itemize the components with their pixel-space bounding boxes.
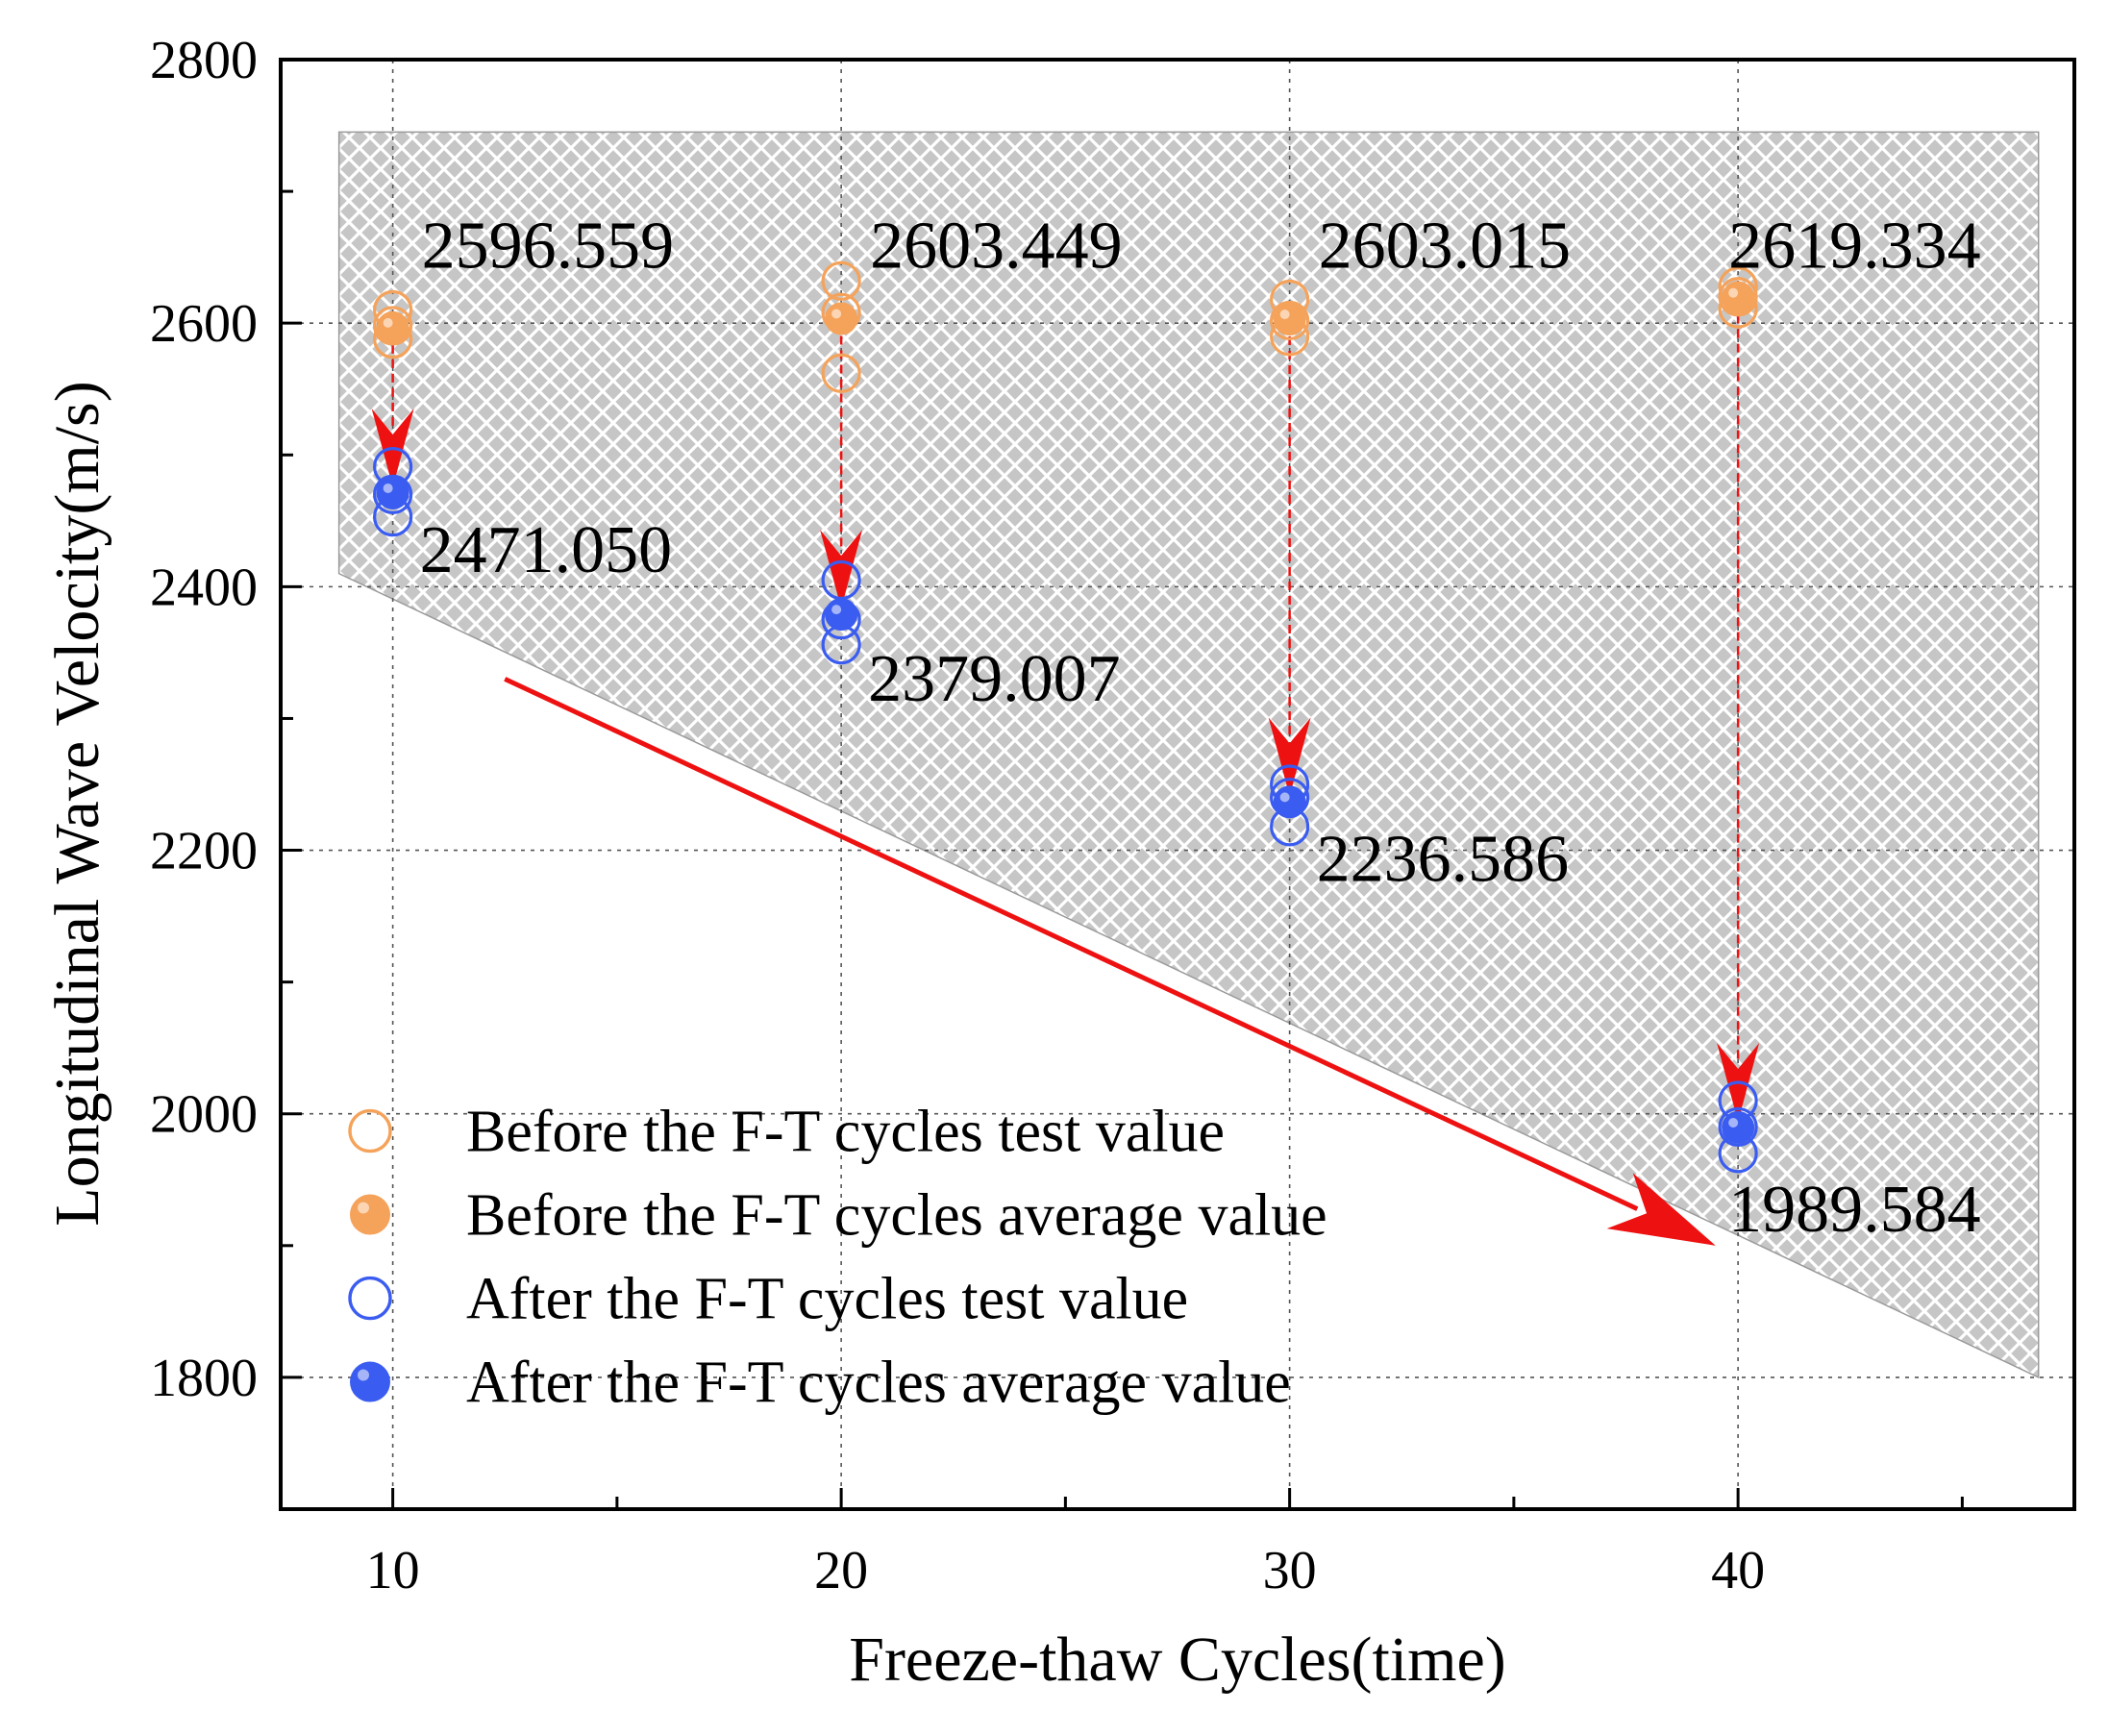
test-point <box>821 353 861 393</box>
y-tick-label: 2200 <box>150 822 258 881</box>
after-average-label: 2236.586 <box>1317 822 1570 896</box>
average-point <box>1273 785 1306 819</box>
legend-marker-highlight <box>358 1369 369 1381</box>
average-point <box>1722 281 1755 314</box>
legend-marker-filled <box>350 1194 390 1235</box>
legend: Before the F-T cycles test value Before t… <box>348 1100 1327 1416</box>
after-average-label: 2379.007 <box>868 642 1121 716</box>
trend-arrow <box>504 677 1716 1246</box>
before-average-label: 2603.449 <box>870 210 1123 284</box>
x-tick-label: 10 <box>366 1541 420 1600</box>
legend-label: Before the F-T cycles test value <box>466 1100 1225 1165</box>
point-highlight <box>383 483 393 493</box>
shaded-region <box>337 131 2040 1379</box>
test-point <box>1270 300 1310 341</box>
point-highlight <box>1279 792 1290 803</box>
point-highlight <box>1728 1118 1739 1128</box>
x-axis-title: Freeze-thaw Cycles(time) <box>849 1624 1506 1695</box>
drop-arrow-head <box>1268 717 1311 797</box>
legend-label: Before the F-T cycles average value <box>466 1183 1327 1249</box>
after-average-label: 1989.584 <box>1728 1173 1981 1247</box>
x-tick-label: 30 <box>1263 1541 1317 1600</box>
legend-label: After the F-T cycles test value <box>466 1267 1188 1332</box>
test-point <box>1718 277 1758 317</box>
y-tick-label: 2400 <box>150 558 258 617</box>
test-point <box>373 306 413 346</box>
y-tick-label: 2000 <box>150 1085 258 1145</box>
before-average-label: 2596.559 <box>422 210 675 284</box>
before-average-label: 2619.334 <box>1728 210 1981 284</box>
y-tick-label: 2800 <box>150 31 258 90</box>
point-highlight <box>831 605 842 615</box>
drop-arrows <box>371 314 1760 1123</box>
legend-marker-highlight <box>358 1202 369 1214</box>
plot-frame <box>279 58 2076 1511</box>
average-point <box>376 476 409 509</box>
average-point <box>825 302 858 335</box>
x-tick-label: 20 <box>814 1541 868 1600</box>
legend-marker-open <box>348 1108 392 1153</box>
average-point <box>825 598 858 632</box>
value-labels: 2596.559 2603.449 2603.015 2619.334 2471.050… <box>420 210 1981 1247</box>
point-highlight <box>1728 287 1739 298</box>
y-tick-label: 1800 <box>150 1349 258 1408</box>
test-point <box>373 474 413 515</box>
legend-marker-open <box>348 1276 392 1321</box>
x-tick-label: 40 <box>1711 1541 1765 1600</box>
trend-arrow-head <box>1606 1173 1716 1246</box>
test-point <box>1718 1106 1758 1148</box>
average-point <box>1273 303 1306 336</box>
y-tick-label: 2600 <box>150 294 258 354</box>
data-points <box>373 260 1758 1174</box>
trend-arrow-line <box>504 677 1639 1211</box>
axis-ticks: 10 20 30 40 1800 2000 2200 2400 2600 2800 <box>150 31 1964 1600</box>
point-highlight <box>1279 310 1290 320</box>
legend-marker-filled <box>350 1361 390 1402</box>
legend-label: After the F-T cycles average value <box>466 1351 1291 1416</box>
average-point <box>1722 1111 1755 1145</box>
point-highlight <box>383 317 393 328</box>
average-point <box>376 310 409 344</box>
before-average-label: 2603.015 <box>1319 210 1572 284</box>
test-point <box>821 260 861 301</box>
point-highlight <box>831 309 842 319</box>
y-axis-title: Longitudinal Wave Velocity(m/s) <box>42 381 112 1226</box>
after-average-label: 2471.050 <box>420 513 673 587</box>
drop-arrow-head <box>820 530 863 609</box>
